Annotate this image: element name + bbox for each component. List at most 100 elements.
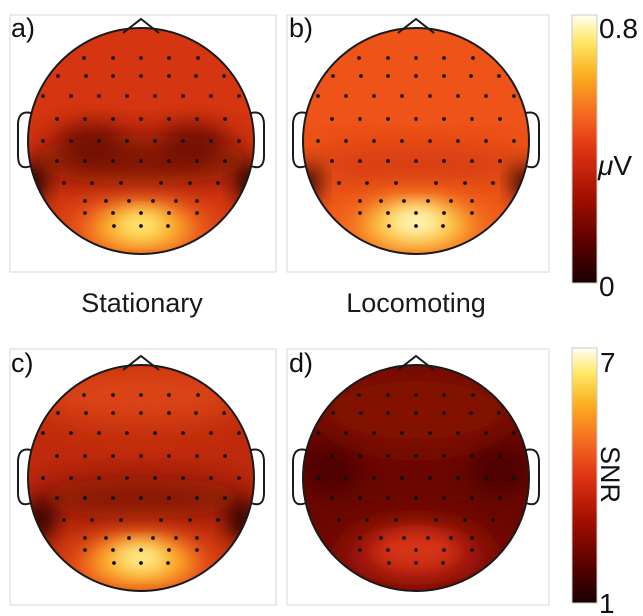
electrode-dot bbox=[330, 117, 334, 121]
electrode-dot bbox=[359, 411, 363, 415]
electrode-dot bbox=[358, 199, 362, 203]
electrode-dot bbox=[195, 117, 199, 121]
electrode-dot bbox=[469, 411, 473, 415]
electrode-dot bbox=[181, 139, 185, 143]
electrode-dot bbox=[84, 411, 88, 415]
electrode-dot bbox=[196, 393, 200, 397]
electrode-dot bbox=[442, 56, 446, 60]
panel-b: b) bbox=[286, 13, 550, 273]
electrode-dot bbox=[470, 496, 474, 500]
electrode-dot bbox=[316, 476, 320, 480]
electrode-dot bbox=[167, 56, 171, 60]
electrode-dot bbox=[41, 139, 45, 143]
electrode-dot bbox=[69, 476, 73, 480]
electrode-array bbox=[316, 393, 516, 565]
unit-letter: V bbox=[613, 150, 632, 181]
electrode-dot bbox=[442, 548, 446, 552]
electrode-dot bbox=[188, 518, 192, 522]
electrode-dot bbox=[358, 211, 362, 215]
electrode-dot bbox=[414, 74, 418, 78]
electrode-dot bbox=[97, 476, 101, 480]
head-outline bbox=[27, 364, 255, 592]
electrode-dot bbox=[497, 411, 501, 415]
electrode-dot bbox=[358, 454, 362, 458]
electrode-dot bbox=[449, 199, 453, 203]
electrode-dot bbox=[386, 454, 390, 458]
electrode-dot bbox=[139, 224, 143, 228]
right-ear-icon bbox=[525, 448, 540, 506]
electrode-dot bbox=[484, 431, 488, 435]
electrode-dot bbox=[194, 411, 198, 415]
electrode-dot bbox=[139, 74, 143, 78]
electrode-dot bbox=[216, 518, 220, 522]
electrode-dot bbox=[125, 476, 129, 480]
electrode-dot bbox=[316, 431, 320, 435]
electrode-dot bbox=[386, 548, 390, 552]
electrode-dot bbox=[41, 431, 45, 435]
panel-label: c) bbox=[11, 348, 34, 378]
electrode-dot bbox=[209, 94, 213, 98]
electrode-dot bbox=[434, 181, 438, 185]
electrode-dot bbox=[426, 199, 430, 203]
colorbar-min-label: 0 bbox=[599, 271, 615, 302]
electrode-dot bbox=[426, 536, 430, 540]
nose-icon bbox=[122, 354, 160, 371]
electrode-dot bbox=[414, 548, 418, 552]
electrode-dot bbox=[83, 211, 87, 215]
electrode-dot bbox=[484, 139, 488, 143]
electrode-dot bbox=[153, 139, 157, 143]
electrode-dot bbox=[484, 94, 488, 98]
electrode-dot bbox=[223, 496, 227, 500]
electrode-dot bbox=[82, 56, 86, 60]
electrode-dot bbox=[55, 159, 59, 163]
colorbar-gradient bbox=[571, 14, 598, 284]
electrode-dot bbox=[512, 94, 516, 98]
electrode-dot bbox=[442, 211, 446, 215]
electrode-dot bbox=[414, 224, 418, 228]
electrode-dot bbox=[84, 74, 88, 78]
electrode-dot bbox=[358, 536, 362, 540]
electrode-dot bbox=[484, 476, 488, 480]
panel-label: d) bbox=[289, 348, 313, 378]
electrode-dot bbox=[167, 411, 171, 415]
colorbar-top: 0.8 μV 0 bbox=[571, 13, 638, 302]
electrode-dot bbox=[139, 496, 143, 500]
electrode-dot bbox=[153, 94, 157, 98]
electrode-dot bbox=[111, 74, 115, 78]
electrode-dot bbox=[400, 94, 404, 98]
electrode-dot bbox=[456, 94, 460, 98]
electrode-dot bbox=[97, 431, 101, 435]
electrode-dot bbox=[470, 159, 474, 163]
electrode-dot bbox=[400, 476, 404, 480]
electrode-dot bbox=[456, 139, 460, 143]
electrode-dot bbox=[331, 411, 335, 415]
colorbar-max-label: 7 bbox=[600, 347, 616, 378]
electrode-dot bbox=[223, 454, 227, 458]
electrode-dot bbox=[139, 548, 143, 552]
electrode-dot bbox=[344, 431, 348, 435]
electrode-dot bbox=[470, 117, 474, 121]
electrode-dot bbox=[159, 181, 163, 185]
electrode-dot bbox=[112, 224, 116, 228]
electrode-dot bbox=[209, 139, 213, 143]
nose-icon bbox=[397, 17, 435, 34]
electrode-dot bbox=[379, 536, 383, 540]
electrode-dot bbox=[358, 496, 362, 500]
electrode-dot bbox=[372, 431, 376, 435]
electrode-dot bbox=[434, 518, 438, 522]
electrode-dot bbox=[111, 411, 115, 415]
electrode-dot bbox=[97, 139, 101, 143]
electrode-array bbox=[316, 56, 516, 228]
electrode-dot bbox=[471, 56, 475, 60]
electrode-dot bbox=[237, 139, 241, 143]
caption-locomoting: Locomoting bbox=[346, 288, 486, 318]
electrode-dot bbox=[125, 139, 129, 143]
electrode-dot bbox=[195, 159, 199, 163]
electrode-dot bbox=[237, 476, 241, 480]
electrode-dot bbox=[111, 159, 115, 163]
electrode-dot bbox=[394, 518, 398, 522]
electrode-dot bbox=[372, 139, 376, 143]
electrode-dot bbox=[55, 117, 59, 121]
electrode-dot bbox=[414, 393, 418, 397]
electrode-dot bbox=[209, 431, 213, 435]
